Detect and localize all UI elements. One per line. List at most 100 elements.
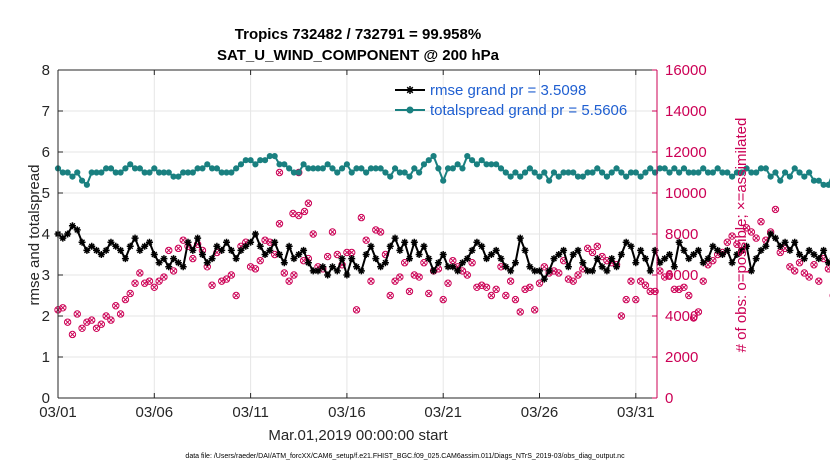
rmse-point xyxy=(820,246,828,254)
rmse-point xyxy=(791,238,799,246)
y-axis-label-left: rmse and totalspread xyxy=(26,165,43,306)
obs-assimilated-point xyxy=(127,290,133,297)
rmse-point xyxy=(824,259,830,267)
obs-possible-point xyxy=(694,308,703,316)
obs-possible-point xyxy=(208,281,216,289)
totalspread-point xyxy=(319,165,326,172)
obs-possible-point xyxy=(116,310,125,318)
totalspread-point xyxy=(632,169,639,176)
totalspread-point xyxy=(338,165,346,172)
obs-possible-point xyxy=(174,244,183,253)
totalspread-point xyxy=(801,173,808,180)
obs-assimilated-point xyxy=(450,257,456,264)
obs-possible-point xyxy=(723,238,732,246)
totalspread-point xyxy=(252,161,259,168)
obs-assimilated-point xyxy=(103,313,109,319)
obs-assimilated-point xyxy=(98,321,105,327)
totalspread-point xyxy=(815,177,822,184)
rmse-point xyxy=(733,251,741,258)
rmse-point xyxy=(598,263,606,271)
rmse-point xyxy=(800,255,808,263)
totalspread-point xyxy=(468,157,476,164)
rmse-point xyxy=(309,267,317,275)
rmse-point xyxy=(786,246,794,254)
rmse-point xyxy=(107,238,115,246)
obs-assimilated-point xyxy=(416,274,422,280)
obs-assimilated-point xyxy=(113,302,119,309)
obs-possible-point xyxy=(425,289,433,298)
totalspread-point xyxy=(416,169,423,176)
obs-assimilated-point xyxy=(387,292,393,299)
rmse-point xyxy=(656,259,664,267)
y-right-tick-label: 8000 xyxy=(665,226,698,243)
rmse-point xyxy=(473,238,481,246)
obs-assimilated-point xyxy=(218,278,225,284)
totalspread-point xyxy=(78,177,86,184)
legend-spread-marker xyxy=(406,106,414,114)
obs-assimilated-point xyxy=(296,212,302,219)
obs-possible-point xyxy=(155,277,163,285)
obs-assimilated-point xyxy=(93,325,100,332)
obs-possible-point xyxy=(506,277,515,285)
totalspread-point xyxy=(589,169,596,176)
totalspread-point xyxy=(406,173,413,180)
obs-assimilated-point xyxy=(575,272,581,278)
totalspread-point xyxy=(594,165,601,172)
obs-possible-point xyxy=(165,246,173,255)
obs-assimilated-point xyxy=(488,292,495,299)
totalspread-point xyxy=(343,161,351,168)
obs-possible-point xyxy=(651,287,659,296)
rmse-point xyxy=(540,275,548,283)
rmse-point xyxy=(690,251,698,258)
obs-possible-point xyxy=(121,295,130,304)
x-tick-label: 03/26 xyxy=(521,404,559,421)
rmse-point xyxy=(536,267,544,275)
totalspread-point xyxy=(387,173,394,180)
rmse-point xyxy=(637,246,645,254)
obs-possible-point xyxy=(107,316,115,324)
obs-assimilated-point xyxy=(633,296,639,303)
obs-assimilated-point xyxy=(681,284,687,291)
obs-assimilated-point xyxy=(791,268,798,274)
rmse-point xyxy=(420,242,428,250)
obs-assimilated-point xyxy=(132,280,138,286)
rmse-point xyxy=(560,246,568,254)
rmse-point xyxy=(194,234,202,242)
rmse-point xyxy=(574,246,582,254)
obs-possible-point xyxy=(280,269,289,277)
rmse-point xyxy=(550,255,558,263)
rmse-point xyxy=(232,255,240,263)
y-right-tick-label: 10000 xyxy=(665,185,707,202)
obs-possible-point xyxy=(540,263,549,271)
obs-assimilated-point xyxy=(401,259,408,266)
obs-possible-point xyxy=(511,295,520,304)
totalspread-point xyxy=(521,169,529,176)
totalspread-point xyxy=(526,165,533,172)
obs-possible-point xyxy=(63,318,72,326)
totalspread-point xyxy=(507,173,514,180)
obs-assimilated-point xyxy=(758,218,764,225)
totalspread-point xyxy=(753,169,760,176)
rmse-point xyxy=(406,255,414,263)
obs-assimilated-point xyxy=(324,253,331,260)
obs-possible-point xyxy=(285,277,293,285)
obs-assimilated-point xyxy=(276,169,283,176)
obs-possible-point xyxy=(757,218,765,226)
obs-assimilated-point xyxy=(618,313,625,319)
data-layer xyxy=(54,153,830,339)
obs-possible-point xyxy=(189,254,197,263)
obs-assimilated-point xyxy=(228,272,235,278)
rmse-point xyxy=(415,251,423,258)
obs-assimilated-point xyxy=(358,214,365,221)
obs-assimilated-point xyxy=(79,325,85,332)
y-left-tick-label: 1 xyxy=(42,349,50,366)
obs-assimilated-point xyxy=(589,249,596,256)
y-right-tick-label: 2000 xyxy=(665,349,698,366)
rmse-point xyxy=(699,259,707,267)
rmse-point xyxy=(593,255,601,263)
totalspread-point xyxy=(791,165,798,172)
rmse-point xyxy=(275,251,283,258)
obs-assimilated-point xyxy=(570,278,576,284)
obs-assimilated-point xyxy=(247,264,254,270)
obs-assimilated-point xyxy=(556,270,562,276)
